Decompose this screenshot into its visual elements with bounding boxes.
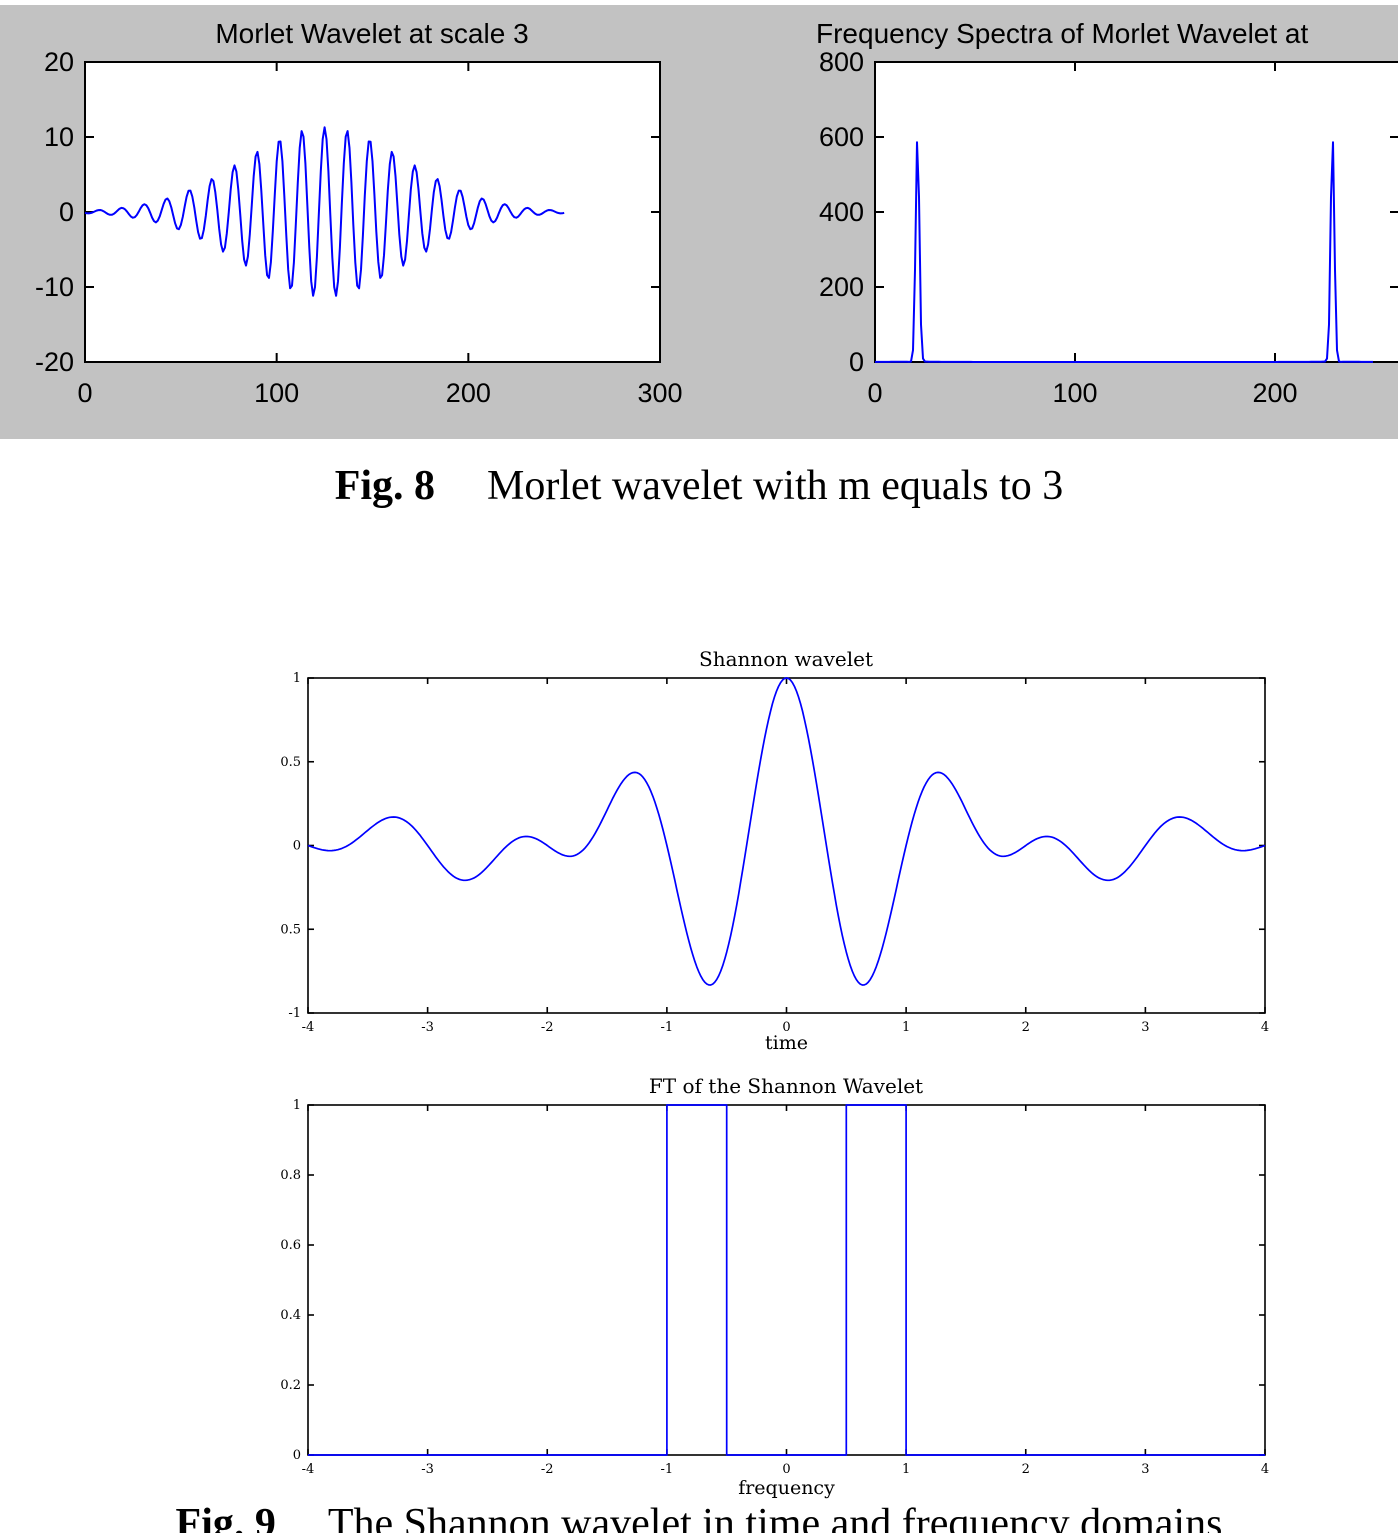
x-tick-label: -3	[421, 1020, 434, 1035]
x-tick-label: 300	[637, 378, 682, 408]
figure-9-text: The Shannon wavelet in time and frequenc…	[327, 1501, 1223, 1533]
figure-8-label: Fig. 8	[334, 463, 436, 509]
y-tick-label: 0.4	[280, 1308, 301, 1323]
x-tick-label: 200	[446, 378, 491, 408]
shannon-time-series	[307, 677, 1266, 986]
x-tick-label: -2	[541, 1462, 554, 1477]
plot-box	[874, 61, 1398, 363]
x-tick-label: -3	[421, 1462, 434, 1477]
y-tick-label: 0.5	[280, 755, 301, 770]
y-tick-label: -0.5	[280, 922, 301, 937]
morlet-time-plot: 0 100 200 300 -20 -10 0 10 20 Morlet Wavelet at s…	[35, 18, 683, 408]
x-tick-label: 200	[1252, 378, 1297, 408]
plot-box	[307, 1104, 1266, 1456]
y-tick-label: 200	[819, 272, 864, 302]
x-tick-label: -2	[541, 1020, 554, 1035]
y-tick-label: 800	[819, 47, 864, 77]
x-tick-label: -4	[302, 1462, 315, 1477]
y-tick-label: 20	[44, 47, 74, 77]
x-axis-label: frequency	[738, 1477, 835, 1499]
morlet-time-series	[84, 126, 565, 297]
x-tick-label: 100	[254, 378, 299, 408]
x-tick-label: 1	[902, 1020, 910, 1035]
y-tick-label: 0	[293, 839, 301, 854]
x-tick-label: -1	[661, 1462, 674, 1477]
chart-title: Shannon wavelet	[699, 647, 873, 671]
y-tick-label: 0	[293, 1448, 301, 1463]
x-tick-label: 3	[1141, 1462, 1149, 1477]
y-tick-label: 0.6	[280, 1238, 301, 1253]
y-tick-label: 10	[44, 122, 74, 152]
shannon-ft-plot: -4 -3 -2 -1 0 1 2 3 4 0 0.2 0.4 0.6 0.8 1 FT of the Sha…	[280, 1074, 1269, 1499]
y-tick-label: 0	[849, 347, 864, 377]
y-tick-label: 0.8	[280, 1168, 301, 1183]
chart-title: Frequency Spectra of Morlet Wavelet at	[816, 18, 1309, 49]
y-tick-label: -10	[35, 272, 74, 302]
figure-8-text: Morlet wavelet with m equals to 3	[487, 463, 1064, 509]
x-tick-label: 2	[1022, 1020, 1030, 1035]
chart-title: FT of the Shannon Wavelet	[649, 1074, 923, 1098]
x-tick-label: -1	[661, 1020, 674, 1035]
x-tick-label: 3	[1141, 1020, 1149, 1035]
figure-8-panel: 0 100 200 300 -20 -10 0 10 20 Morlet Wavelet at s…	[0, 5, 1398, 439]
x-tick-label: 0	[77, 378, 92, 408]
morlet-spectrum-series	[875, 141, 1373, 363]
x-tick-label: 1	[902, 1462, 910, 1477]
plot-box	[307, 677, 1266, 1014]
y-tick-label: 0	[59, 197, 74, 227]
shannon-time-plot: -4 -3 -2 -1 0 1 2 3 4 -1 -0.5 0 0.5 1 Shannon wavelet t…	[280, 647, 1269, 1054]
chart-title: Morlet Wavelet at scale 3	[215, 18, 528, 49]
x-tick-label: -4	[302, 1020, 315, 1035]
y-tick-label: -20	[35, 347, 74, 377]
x-tick-label: 4	[1261, 1462, 1269, 1477]
x-tick-label: 2	[1022, 1462, 1030, 1477]
x-tick-label: 100	[1052, 378, 1097, 408]
y-tick-label: 1	[293, 1098, 301, 1113]
figure-9-caption: Fig. 9 The Shannon wavelet in time and fr…	[0, 1500, 1398, 1533]
x-axis-label: time	[765, 1032, 808, 1054]
figure-9-label: Fig. 9	[175, 1501, 276, 1533]
plot-box	[84, 61, 661, 363]
figure-8-caption: Fig. 8 Morlet wavelet with m equals to 3	[0, 462, 1398, 510]
x-tick-label: 0	[782, 1020, 790, 1035]
x-tick-label: 0	[867, 378, 882, 408]
y-tick-label: -1	[288, 1006, 301, 1021]
x-tick-label: 0	[782, 1462, 790, 1477]
y-tick-label: 1	[293, 671, 301, 686]
y-tick-label: 400	[819, 197, 864, 227]
y-tick-label: 600	[819, 122, 864, 152]
shannon-ft-series	[308, 1104, 1265, 1456]
x-tick-label: 4	[1261, 1020, 1269, 1035]
y-tick-label: 0.2	[280, 1378, 301, 1393]
